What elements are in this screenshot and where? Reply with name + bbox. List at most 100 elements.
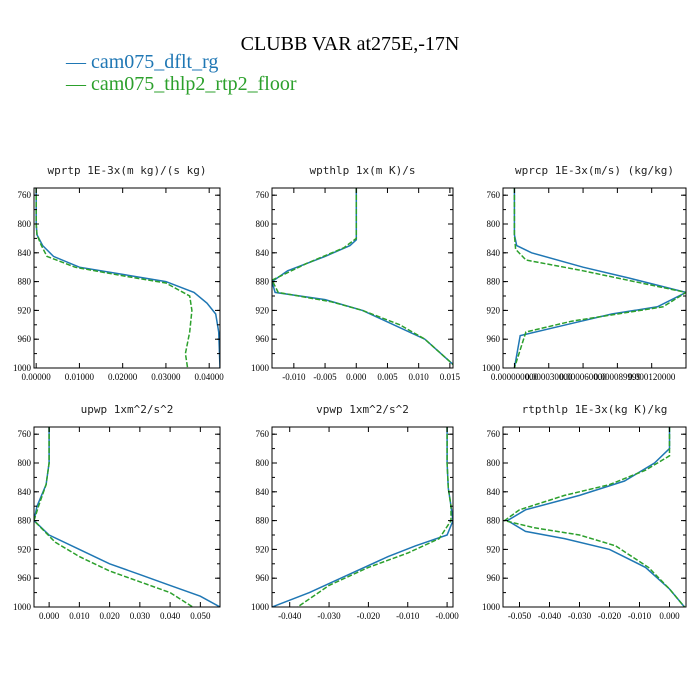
series-line-2	[503, 427, 686, 607]
x-tick-label: 0.000	[346, 372, 367, 382]
x-tick-label: 0.000089999	[594, 372, 642, 382]
series-line-2	[35, 188, 193, 368]
plot-frame	[271, 187, 454, 369]
plot-frame	[502, 426, 687, 608]
subplot-3: wprcp 1E-3x(m/s) (kg/kg) 760 800 840 880 920 9…	[482, 164, 687, 382]
y-tick-label: 920	[487, 305, 501, 315]
y-tick-label: 920	[487, 544, 501, 554]
subplots: wprtp 1E-3x(m kg)/(s kg) 760 800 840 880 920 9…	[13, 164, 687, 621]
plot-frame	[502, 187, 687, 369]
y-tick-label: 840	[256, 248, 270, 258]
plot-frame	[271, 426, 454, 608]
x-tick-label: 0.02000	[108, 372, 138, 382]
y-tick-label: 800	[18, 219, 32, 229]
y-tick-label: 840	[487, 487, 501, 497]
series-line-2	[272, 188, 453, 365]
x-tick-label: 0.000120000	[628, 372, 676, 382]
y-tick-label: 1000	[13, 602, 32, 612]
y-tick-label: 920	[256, 544, 270, 554]
x-tick-label: -0.000	[435, 611, 459, 621]
y-tick-label: 880	[18, 516, 32, 526]
y-tick-label: 840	[256, 487, 270, 497]
y-tick-label: 800	[487, 458, 501, 468]
x-tick-label: 0.040	[160, 611, 181, 621]
subplot-title: wprcp 1E-3x(m/s) (kg/kg)	[515, 164, 674, 177]
series-line-1	[34, 427, 220, 607]
y-tick-label: 760	[487, 429, 501, 439]
y-tick-label: 880	[256, 516, 270, 526]
y-tick-label: 960	[18, 573, 32, 583]
y-tick-label: 960	[18, 334, 32, 344]
legend-entry-2: — cam075_thlp2_rtp2_floor	[65, 73, 297, 95]
legend-entry-1: — cam075_dflt_rg	[65, 51, 218, 73]
x-tick-label: -0.010	[282, 372, 306, 382]
x-tick-label: 0.020	[99, 611, 120, 621]
subplot-6: rtpthlp 1E-3x(kg K)/kg 760 800 840 880 920 960…	[482, 403, 687, 621]
y-tick-label: 800	[18, 458, 32, 468]
x-tick-label: 0.01000	[65, 372, 95, 382]
y-tick-label: 1000	[482, 363, 501, 373]
series-line-1	[506, 427, 686, 607]
x-tick-label: -0.005	[313, 372, 337, 382]
subplot-title: vpwp 1xm^2/s^2	[316, 403, 409, 416]
x-tick-label: 0.000060000	[559, 372, 607, 382]
x-tick-label: -0.040	[538, 611, 562, 621]
series-line-2	[34, 427, 194, 607]
x-tick-label: 0.000	[659, 611, 680, 621]
y-tick-label: 1000	[251, 602, 270, 612]
y-tick-label: 760	[487, 190, 501, 200]
x-tick-label: -0.050	[508, 611, 532, 621]
y-tick-label: 880	[18, 277, 32, 287]
subplot-1: wprtp 1E-3x(m kg)/(s kg) 760 800 840 880 920 9…	[13, 164, 224, 382]
x-tick-label: 0.000	[39, 611, 60, 621]
series-line-2	[513, 188, 686, 368]
y-tick-label: 880	[256, 277, 270, 287]
x-tick-label: -0.020	[598, 611, 622, 621]
subplot-title: upwp 1xm^2/s^2	[81, 403, 174, 416]
y-tick-label: 960	[487, 573, 501, 583]
x-tick-label: 0.000030000	[525, 372, 573, 382]
x-tick-label: 0.03000	[151, 372, 181, 382]
subplot-title: rtpthlp 1E-3x(kg K)/kg	[522, 403, 668, 416]
y-tick-label: 960	[256, 573, 270, 583]
plot-frame	[33, 187, 221, 369]
y-tick-label: 1000	[482, 602, 501, 612]
x-tick-label: -0.030	[317, 611, 341, 621]
x-tick-label: 0.000000000	[491, 372, 539, 382]
x-tick-label: 0.015	[440, 372, 461, 382]
y-tick-label: 960	[256, 334, 270, 344]
y-tick-label: 880	[487, 516, 501, 526]
y-tick-label: 800	[256, 219, 270, 229]
subplot-5: vpwp 1xm^2/s^2 760 800 840 880 920 960 1000 -0.0…	[251, 403, 459, 621]
series-line-1	[272, 427, 453, 607]
y-tick-label: 1000	[251, 363, 270, 373]
x-tick-label: -0.030	[568, 611, 592, 621]
x-tick-label: -0.020	[357, 611, 381, 621]
subplot-title: wprtp 1E-3x(m kg)/(s kg)	[48, 164, 207, 177]
subplot-2: wpthlp 1x(m K)/s 760 800 840 880 920 960 1000 -0…	[251, 164, 461, 382]
y-tick-label: 880	[487, 277, 501, 287]
y-tick-label: 840	[487, 248, 501, 258]
x-tick-label: -0.010	[396, 611, 420, 621]
y-tick-label: 920	[18, 544, 32, 554]
x-tick-label: 0.050	[190, 611, 211, 621]
subplot-4: upwp 1xm^2/s^2 760 800 840 880 920 960 1000 0.00…	[13, 403, 221, 621]
x-tick-label: 0.005	[377, 372, 398, 382]
subplot-title: wpthlp 1x(m K)/s	[310, 164, 416, 177]
series-line-1	[272, 188, 453, 365]
y-tick-label: 760	[18, 429, 32, 439]
x-tick-label: 0.010	[409, 372, 430, 382]
x-tick-label: 0.00000	[22, 372, 52, 382]
x-tick-label: -0.010	[628, 611, 652, 621]
x-tick-label: -0.040	[278, 611, 302, 621]
y-tick-label: 840	[18, 487, 32, 497]
y-tick-label: 840	[18, 248, 32, 258]
series-line-2	[297, 427, 452, 607]
y-tick-label: 960	[487, 334, 501, 344]
x-tick-label: 0.04000	[195, 372, 225, 382]
y-tick-label: 920	[18, 305, 32, 315]
x-tick-label: 0.030	[130, 611, 151, 621]
series-line-1	[35, 188, 220, 368]
legend: — cam075_dflt_rg — cam075_thlp2_rtp2_flo…	[65, 51, 297, 95]
